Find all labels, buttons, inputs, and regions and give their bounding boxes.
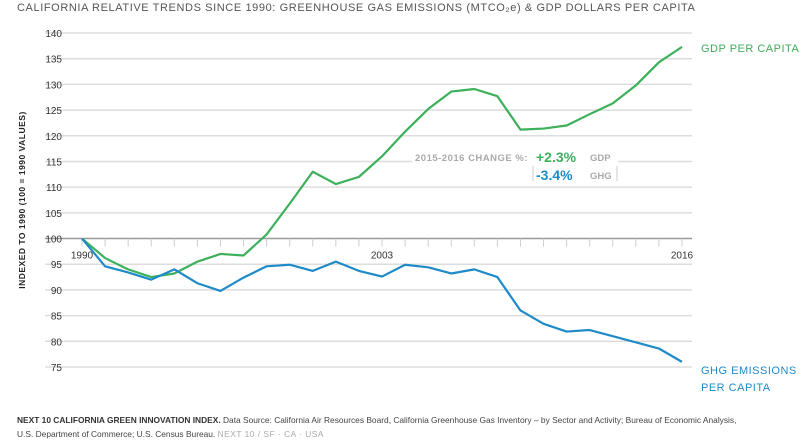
chart-title: CALIFORNIA RELATIVE TRENDS SINCE 1990: G… xyxy=(17,2,696,14)
brand: NEXT 10 / SF · CA · USA xyxy=(217,429,324,439)
ghg-series-label-1: GHG EMISSIONS xyxy=(701,365,797,377)
change-annotation: 2015-2016 CHANGE %: +2.3% GDP -3.4% GHG xyxy=(412,146,618,186)
y-tick-label: 105 xyxy=(45,209,62,220)
y-tick-label: 115 xyxy=(46,157,62,168)
gdp-series-label: GDP PER CAPITA xyxy=(701,43,799,55)
x-tick-label: 2003 xyxy=(371,251,394,262)
change-label: 2015-2016 CHANGE %: xyxy=(415,153,528,164)
ghg-change-value: -3.4% xyxy=(536,167,573,183)
y-axis-label: INDEXED TO 1990 (100 = 1990 VALUES) xyxy=(17,111,27,289)
gdp-change-tag: GDP xyxy=(590,153,611,164)
ghg-change-tag: GHG xyxy=(590,171,612,182)
x-tick-label: 2016 xyxy=(671,251,694,262)
x-tick-label: 1990 xyxy=(71,251,94,262)
footer: NEXT 10 CALIFORNIA GREEN INNOVATION INDE… xyxy=(17,413,736,441)
y-tick-label: 130 xyxy=(45,80,62,91)
y-tick-label: 140 xyxy=(45,29,62,40)
y-tick-label: 90 xyxy=(51,286,63,297)
y-tick-label: 75 xyxy=(51,363,63,374)
y-tick-label: 80 xyxy=(51,337,63,348)
y-tick-label: 85 xyxy=(51,312,63,323)
source-text-2: U.S. Department of Commerce; U.S. Census… xyxy=(17,429,218,439)
y-tick-label: 95 xyxy=(51,260,63,271)
y-tick-label: 110 xyxy=(46,183,62,194)
source-text-1: Data Source: California Air Resources Bo… xyxy=(220,415,737,425)
y-tick-label: 120 xyxy=(45,132,62,143)
y-tick-label: 135 xyxy=(45,55,62,66)
source-bold: NEXT 10 CALIFORNIA GREEN INNOVATION INDE… xyxy=(17,415,221,425)
y-tick-label: 125 xyxy=(45,106,62,117)
ghg-series-label-2: PER CAPITA xyxy=(701,382,771,394)
y-tick-label: 100 xyxy=(45,235,62,246)
gdp-change-value: +2.3% xyxy=(536,149,577,165)
